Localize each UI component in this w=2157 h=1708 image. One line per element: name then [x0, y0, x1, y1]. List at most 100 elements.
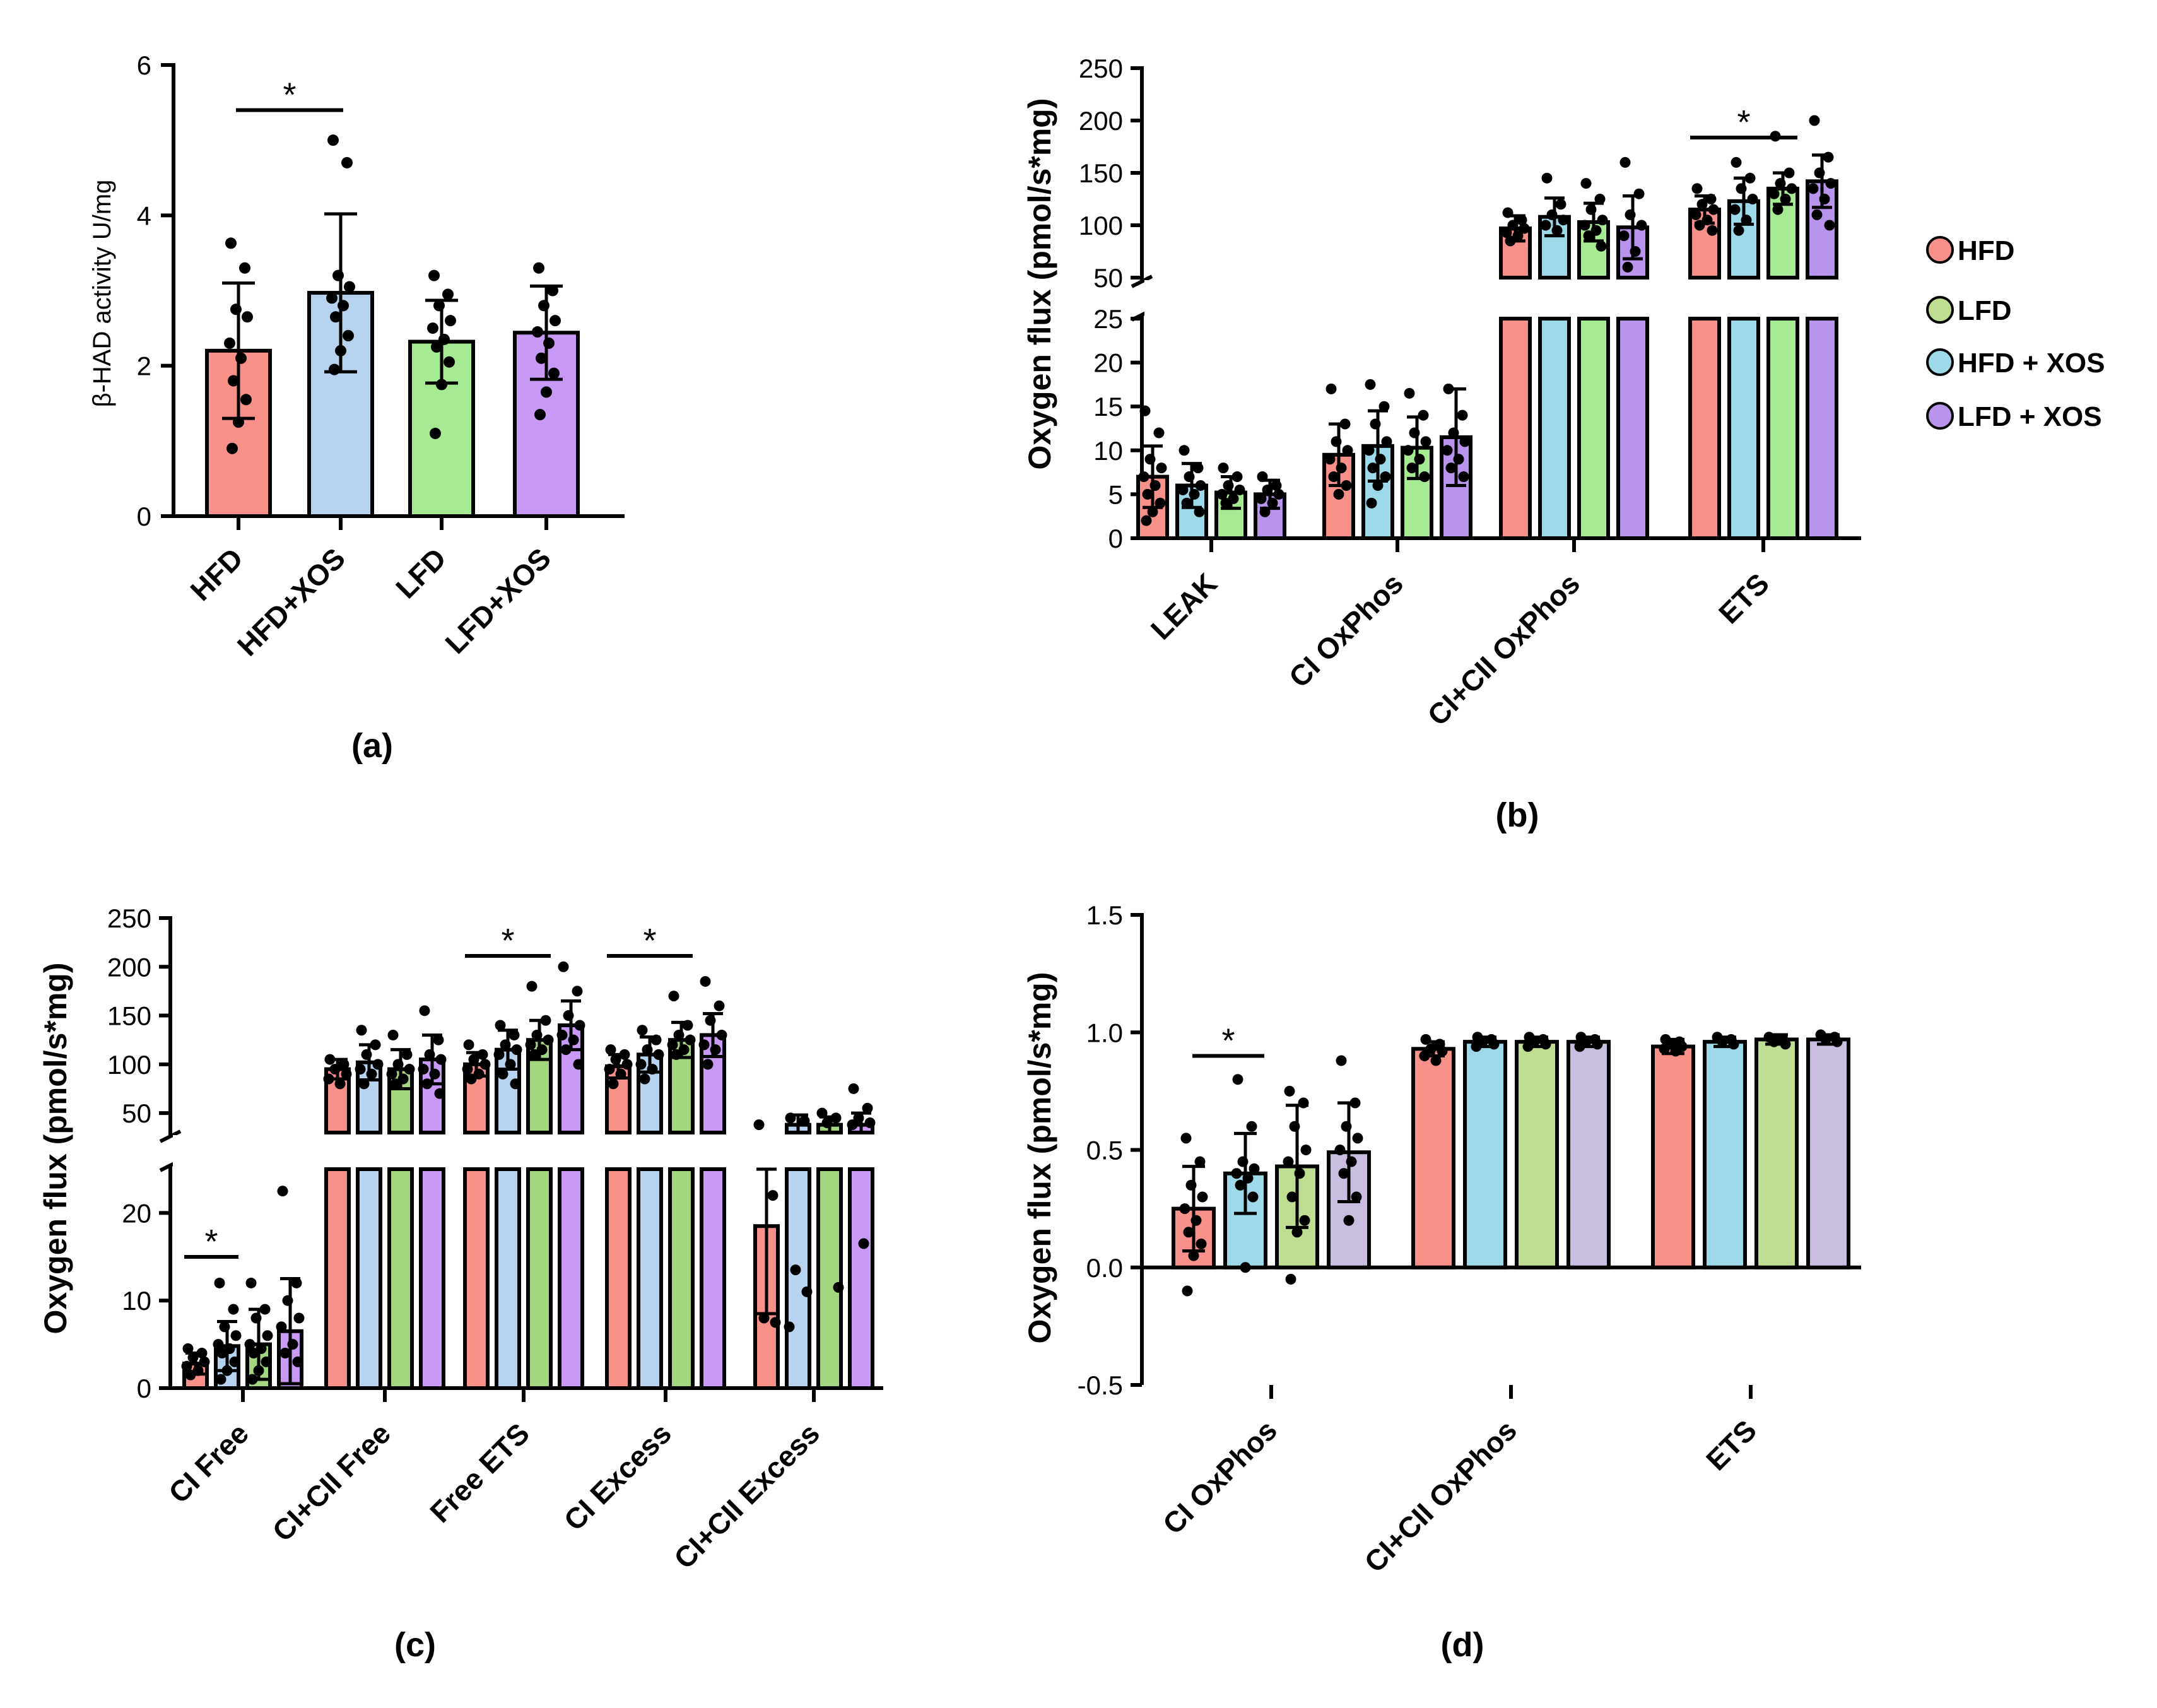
panel-b-data-point [1636, 220, 1647, 231]
panel-b-data-point [1540, 220, 1551, 231]
panel-b-data-point [1194, 506, 1205, 517]
panel-c-data-point [390, 1078, 401, 1090]
panel-c-y-tick-label: 100 [107, 1050, 151, 1080]
panel-d-data-point [1471, 1041, 1482, 1052]
panel-d-bar-LFD + XOS-ETS [1806, 1037, 1850, 1269]
panel-c-data-point [770, 1317, 781, 1328]
panel-b-data-point [1633, 188, 1645, 199]
panel-b-data-point [1192, 462, 1204, 474]
panel-b-y-tick-label: 20 [1093, 348, 1123, 378]
panel-c-y-tick-label: 50 [122, 1098, 151, 1128]
panel-d-data-point [1540, 1039, 1551, 1050]
panel-c-data-point [864, 1117, 876, 1129]
panel-d-data-point [1196, 1239, 1207, 1249]
panel-b-data-point [1267, 497, 1278, 509]
panel-b-y-tick-label: 0 [1108, 524, 1123, 553]
panel-c-y-tick-label: 0 [137, 1374, 151, 1403]
panel-a-data-point [438, 333, 450, 345]
panel-c-y-tick-label: 20 [122, 1198, 151, 1228]
panel-b-data-point [1144, 454, 1156, 465]
panel-c-data-point [573, 1059, 584, 1070]
panel-b-data-point [1546, 209, 1558, 220]
panel-c-data-point [801, 1286, 813, 1297]
panel-a-data-point [436, 379, 447, 391]
panel-a-data-point [230, 303, 242, 315]
panel-c-data-point [563, 1010, 574, 1022]
panel-c-data-point [653, 1049, 664, 1060]
panel-d-data-point [1242, 1172, 1254, 1184]
panel-c-bar-LFD + XOS-Free ETS-lower [558, 1167, 584, 1390]
panel-c-data-point [477, 1049, 488, 1060]
panel-c-bar-LFD-CI+CII Free-lower [387, 1167, 414, 1390]
panel-c-data-point [621, 1059, 633, 1070]
panel-c-data-point [529, 1049, 540, 1060]
legend-label-hfd-xos: HFD + XOS [1958, 348, 2105, 379]
panel-c-data-point [356, 1025, 367, 1036]
panel-d-x-tick-label: ETS [1700, 1413, 1763, 1476]
panel-b-y-tick-label: 10 [1093, 436, 1123, 466]
panel-b-y-tick-label: 15 [1093, 392, 1123, 421]
panel-d-data-point [1430, 1055, 1442, 1066]
panel-d-data-point [1237, 1156, 1249, 1167]
panel-c-data-point [250, 1312, 262, 1324]
panel-d-y-tick-label: 0.0 [1086, 1253, 1123, 1283]
panel-b-bar-HFD + XOS-CI+CII OxPhos-lower [1538, 317, 1571, 540]
panel-b-data-point [1555, 199, 1566, 210]
panel-c-data-point [434, 1088, 445, 1099]
panel-b-bar-HFD-CI+CII OxPhos-lower [1499, 317, 1532, 540]
panel-b-data-point [1442, 445, 1453, 456]
panel-c-bar-HFD + XOS-Free ETS-lower [495, 1167, 521, 1390]
panel-b-data-point [1453, 454, 1464, 465]
panel-c-data-point [525, 1039, 536, 1051]
panel-b-data-point [1729, 204, 1741, 215]
panel-c-data-point [404, 1064, 415, 1075]
panel-d-data-point [1246, 1121, 1257, 1132]
panel-c-data-point [372, 1059, 384, 1070]
panel-b-y-tick-label: 25 [1093, 304, 1123, 334]
panel-c-data-point [401, 1049, 413, 1060]
panel-c-data-point [247, 1374, 258, 1385]
panel-b-data-point [1541, 172, 1553, 184]
panel-b-bar-HFD + XOS-ETS-upper [1727, 199, 1760, 280]
panel-d-data-point [1190, 1215, 1202, 1226]
panel-c-bar-LFD + XOS-CI+CII Excess-lower [848, 1167, 874, 1390]
panel-a-x-tick-label: LFD+XOS [438, 541, 557, 660]
panel-d-data-point [1285, 1273, 1296, 1285]
panel-a-data-point [534, 409, 546, 421]
panel-b-data-point [1707, 225, 1718, 236]
panel-c-data-point [338, 1059, 350, 1070]
panel-c-data-point [848, 1083, 859, 1094]
panel-b-data-point [1507, 220, 1519, 231]
panel-b-data-point [1705, 194, 1717, 204]
panel-d-data-point [1249, 1163, 1260, 1174]
panel-b-data-point [1694, 220, 1705, 231]
panel-d-data-point [1425, 1043, 1437, 1054]
panel-c-data-point [386, 1068, 397, 1080]
panel-b-data-point [1138, 471, 1149, 483]
panel-b-data-point [1255, 493, 1267, 504]
panel-d-data-point [1286, 1191, 1298, 1203]
panel-d-data-point [1717, 1036, 1728, 1047]
panel-d-data-point [1659, 1043, 1670, 1054]
legend-item-lfd-xos: LFD + XOS [1926, 401, 2102, 432]
panel-c-data-point [229, 1356, 240, 1367]
panel-d-data-point [1197, 1191, 1208, 1203]
panel-a-x-tick-label: HFD+XOS [231, 541, 351, 662]
panel-d-data-point [1289, 1121, 1300, 1132]
panel-b-data-point [1580, 178, 1592, 189]
panel-c-bar-HFD-Free ETS-lower [463, 1167, 490, 1390]
panel-b-data-point [1341, 480, 1352, 491]
panel-c-data-point [650, 1034, 662, 1045]
panel-c-x-tick-label: CI Free [162, 1416, 255, 1509]
panel-b-data-point [1366, 497, 1377, 509]
panel-b-data-point [1824, 220, 1835, 231]
panel-c-data-point [468, 1054, 479, 1065]
panel-b-data-point [1381, 436, 1392, 447]
panel-b-chart: Oxygen flux (pmol/s*mg) (b) 0 5 10 15 20 25 50… [1022, 54, 1864, 834]
panel-b-data-point [1231, 471, 1243, 483]
panel-c-data-point [293, 1312, 305, 1324]
panel-b-data-point [1702, 215, 1713, 226]
panel-c-data-point [221, 1365, 233, 1376]
panel-d-data-point [1291, 1227, 1303, 1238]
